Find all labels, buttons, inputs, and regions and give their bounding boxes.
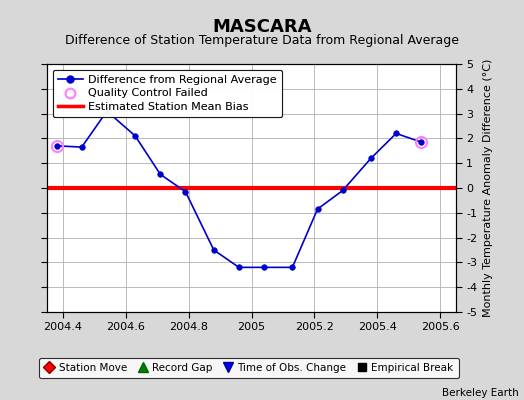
Y-axis label: Monthly Temperature Anomaly Difference (°C): Monthly Temperature Anomaly Difference (… (483, 59, 493, 317)
Text: MASCARA: MASCARA (212, 18, 312, 36)
Legend: Difference from Regional Average, Quality Control Failed, Estimated Station Mean: Difference from Regional Average, Qualit… (53, 70, 282, 117)
Text: Berkeley Earth: Berkeley Earth (442, 388, 519, 398)
Legend: Station Move, Record Gap, Time of Obs. Change, Empirical Break: Station Move, Record Gap, Time of Obs. C… (39, 358, 459, 378)
Text: Difference of Station Temperature Data from Regional Average: Difference of Station Temperature Data f… (65, 34, 459, 47)
